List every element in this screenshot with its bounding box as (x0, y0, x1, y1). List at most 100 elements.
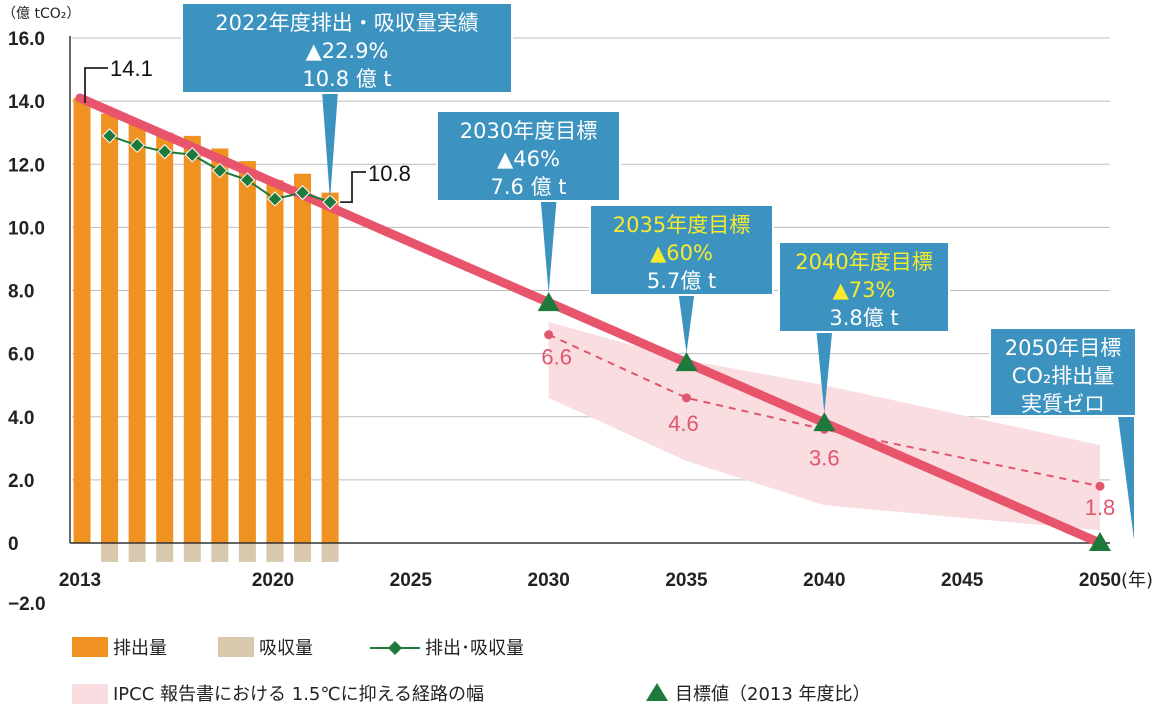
emission-bar (156, 132, 174, 543)
callout-line: ▲60% (650, 241, 713, 265)
callout-box (778, 241, 950, 333)
callout-line: CO₂排出量 (1012, 364, 1115, 388)
target-marker (1089, 532, 1111, 551)
callout-line: 7.6 億 t (491, 175, 567, 199)
absorption-bar (211, 543, 229, 562)
y-tick-label: 4.0 (8, 408, 34, 429)
actual-leader (340, 171, 366, 204)
callout-line: ▲46% (497, 147, 560, 171)
absorption-bar (183, 543, 201, 562)
callout-line: 3.8億 t (829, 306, 898, 330)
absorption-bar (238, 543, 256, 562)
target-marker (537, 292, 560, 312)
emission-bar (238, 161, 256, 543)
callout-4: 2040年度目標 ▲73% 3.8億 t (778, 241, 950, 414)
net-point (267, 191, 283, 207)
absorption-bar (266, 543, 284, 562)
callout-box (589, 204, 774, 296)
callout-line: 2050年目標 (1005, 336, 1121, 360)
callout-box (181, 2, 513, 94)
callout-pointer (816, 330, 833, 414)
target-marker (675, 352, 698, 372)
emission-bar (128, 123, 146, 543)
net-point (156, 143, 173, 160)
emission-bar (266, 180, 284, 543)
ipcc-median-label: 6.6 (541, 345, 572, 370)
absorption-bar (128, 543, 146, 562)
callout-line: 2022年度排出・吸収量実績 (215, 11, 478, 35)
y-tick-label: 2.0 (8, 471, 34, 492)
callout-line: ▲22.9% (306, 39, 389, 63)
callout-2: 2030年度目標 ▲46% 7.6 億 t (436, 110, 621, 294)
emission-bar (101, 113, 119, 543)
target-marker (813, 412, 836, 432)
callout-box (436, 110, 621, 202)
callout-line: 5.7億 t (647, 269, 716, 293)
legend-ipcc-label: IPCC 報告書における 1.5℃に抑える経路の幅 (113, 684, 484, 705)
callout-line: 2035年度目標 (613, 213, 750, 237)
ipcc-median-point (681, 393, 691, 403)
absorption-bar (321, 543, 339, 562)
x-tick-label: 2050 (1079, 570, 1121, 591)
net-point (101, 128, 118, 144)
net-point (239, 172, 256, 188)
legend-net-label: 排出･吸収量 (425, 638, 524, 659)
ipcc-median-point (1095, 481, 1105, 491)
y-tick-label: 6.0 (8, 345, 34, 366)
actual-label: 10.8 (368, 161, 411, 186)
legend-net-marker (388, 641, 402, 655)
callout-line: 2040年度目標 (795, 250, 932, 274)
x-tick-label: 2045 (941, 570, 984, 591)
callout-line: 10.8 億 t (302, 67, 391, 91)
year-label: (年) (1121, 570, 1153, 591)
emission-bar (294, 173, 312, 543)
legend-ipcc-swatch (72, 684, 108, 704)
legend-emissions-label: 排出量 (113, 638, 167, 659)
net-point (212, 162, 228, 179)
x-tick-label: 2013 (59, 570, 101, 591)
legend-target-label: 目標値（2013 年度比） (675, 684, 871, 705)
y-tick-negative: −2.0 (8, 594, 46, 615)
legend-target-marker (646, 683, 668, 701)
ipcc-median-label: 4.6 (668, 411, 699, 436)
target-line (75, 93, 1105, 548)
x-tick-label: 2040 (803, 570, 845, 591)
legend-absorption-swatch (218, 637, 254, 657)
x-tick-label: 2025 (390, 570, 433, 591)
net-point (322, 194, 338, 210)
callout-1: 2022年度排出・吸収量実績 ▲22.9% 10.8 億 t (181, 2, 513, 200)
callout-line: 実質ゼロ (1021, 392, 1105, 416)
callout-3: 2035年度目標 ▲60% 5.7億 t (589, 204, 774, 354)
y-tick-label: 14.0 (8, 92, 45, 113)
x-tick-label: 2035 (665, 570, 708, 591)
y-tick-label: 0 (8, 534, 19, 555)
callout-pointer (678, 293, 695, 354)
absorption-bar (294, 543, 312, 562)
start-label: 14.1 (110, 56, 153, 81)
emission-bar (183, 135, 201, 543)
unit-label: （億 tCO₂） (2, 6, 80, 22)
y-tick-label: 10.0 (8, 218, 45, 239)
net-point (129, 137, 145, 154)
y-tick-label: 8.0 (8, 282, 34, 303)
callout-pointer (322, 91, 338, 200)
absorption-bar (156, 543, 174, 562)
callout-pointer (540, 199, 557, 294)
ipcc-median-point (544, 330, 554, 340)
legend-emissions-swatch (72, 637, 108, 657)
ipcc-median-label: 1.8 (1085, 495, 1116, 520)
callout-pointer (1118, 416, 1134, 540)
emission-bar (321, 192, 339, 543)
net-point (294, 184, 311, 201)
x-tick-label: 2030 (528, 570, 570, 591)
absorption-bar (101, 543, 119, 562)
start-leader (84, 67, 108, 103)
callout-line: ▲73% (833, 278, 896, 302)
net-point (184, 147, 200, 163)
callout-line: 2030年度目標 (460, 119, 597, 143)
y-tick-label: 16.0 (8, 29, 45, 50)
emission-bar (73, 97, 91, 543)
